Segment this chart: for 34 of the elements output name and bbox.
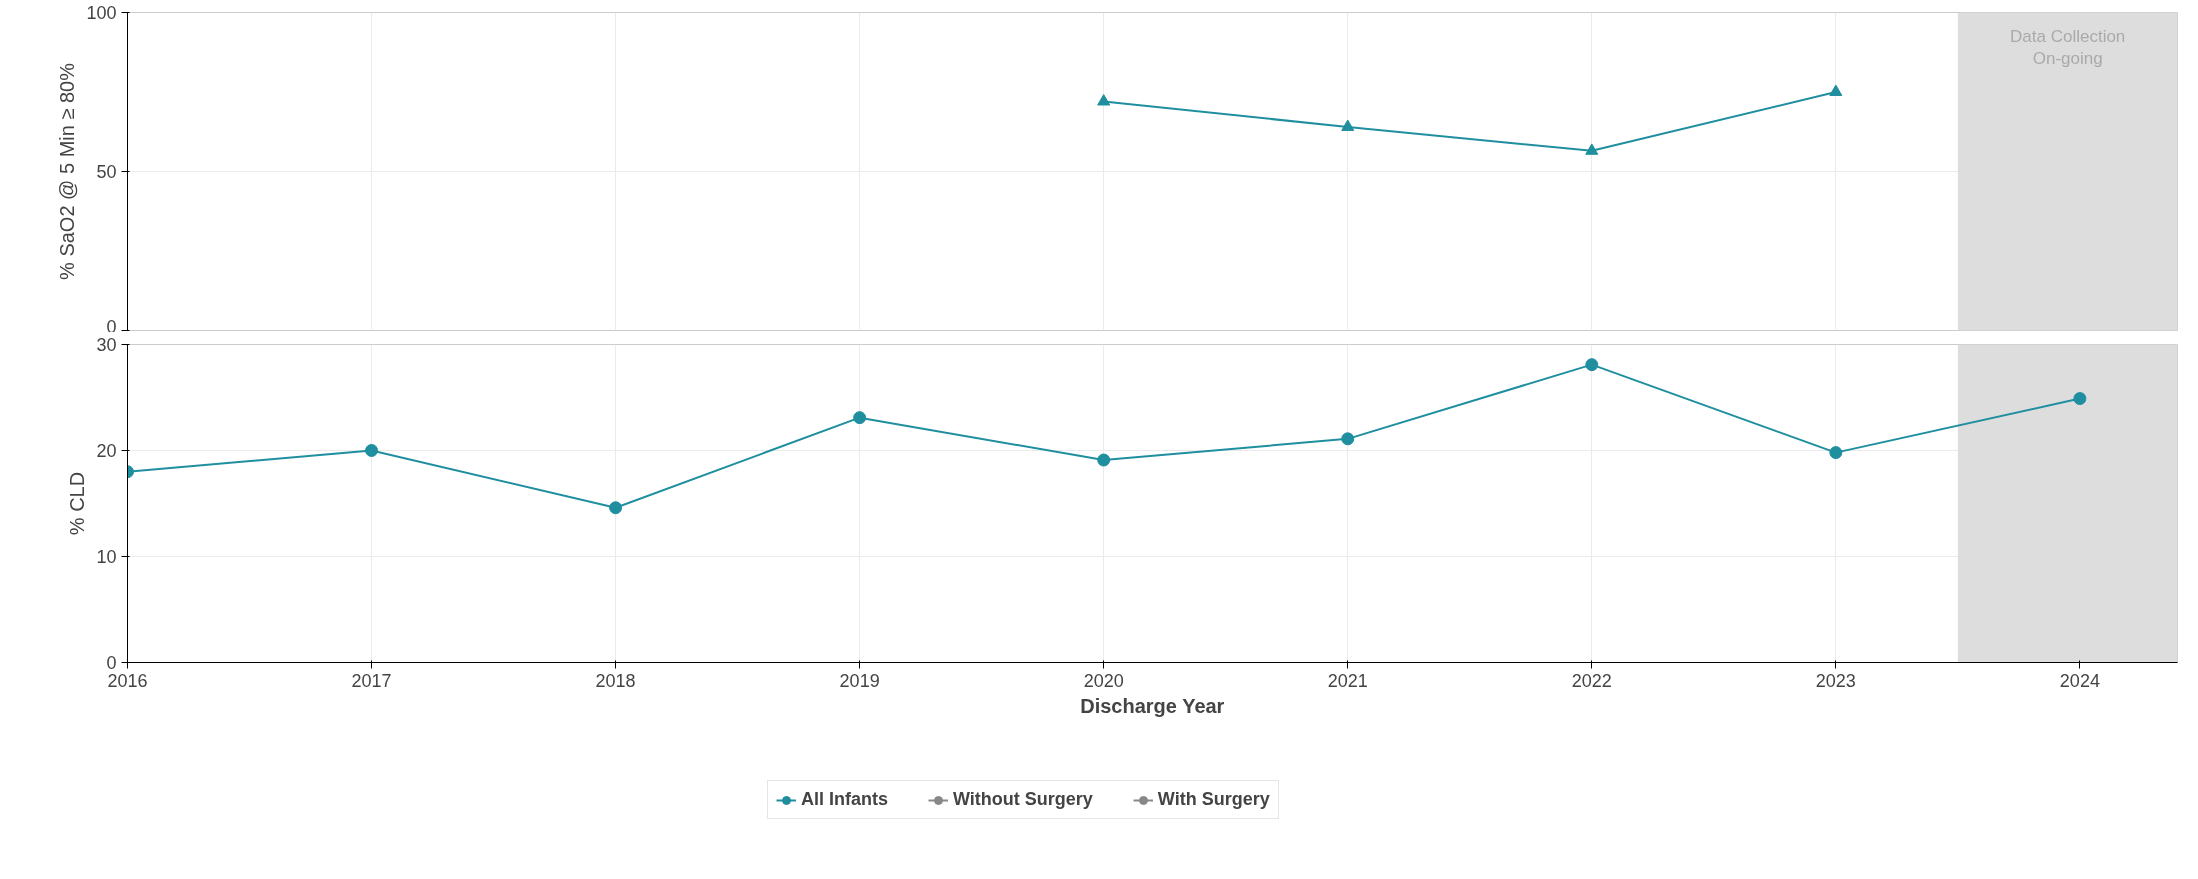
x-axis-title: Discharge Year [1080,694,1225,717]
point [1097,453,1111,467]
point [1829,446,1843,460]
y-tick-label: 0 [106,316,117,337]
x-tick-label: 2016 [107,670,148,691]
y-tick-label: 20 [96,441,117,461]
y-tick-label: 10 [96,547,117,567]
point [2073,392,2087,406]
y-tick-label: 0 [106,653,117,673]
point [1341,119,1355,131]
point [853,411,867,425]
legend-label: Without Surgery [953,789,1093,810]
y-tick-label: 30 [96,335,117,355]
y-tick-label: 50 [96,162,117,182]
point [1341,432,1355,446]
x-tick-label: 2021 [1327,670,1368,691]
legend-label: All Infants [801,789,889,810]
x-tick-label: 2023 [1815,670,1856,691]
y-axis-title: % CLD [66,471,89,536]
x-tick-label: 2018 [595,670,636,691]
point [1829,84,1843,96]
point [609,501,623,515]
y-tick-label: 100 [86,3,117,23]
point [1585,143,1599,155]
x-tick-label: 2020 [1083,670,1124,691]
x-tick-label: 2024 [2059,670,2100,691]
x-tick-label: 2017 [351,670,392,691]
legend-label: With Surgery [1157,789,1270,810]
y-axis-title: % SaO2 @ 5 Min ≥ 80% [56,62,79,280]
point [1585,358,1599,372]
point [1097,94,1111,106]
point [365,444,379,457]
x-tick-label: 2019 [839,670,880,691]
x-tick-label: 2022 [1571,670,1612,691]
